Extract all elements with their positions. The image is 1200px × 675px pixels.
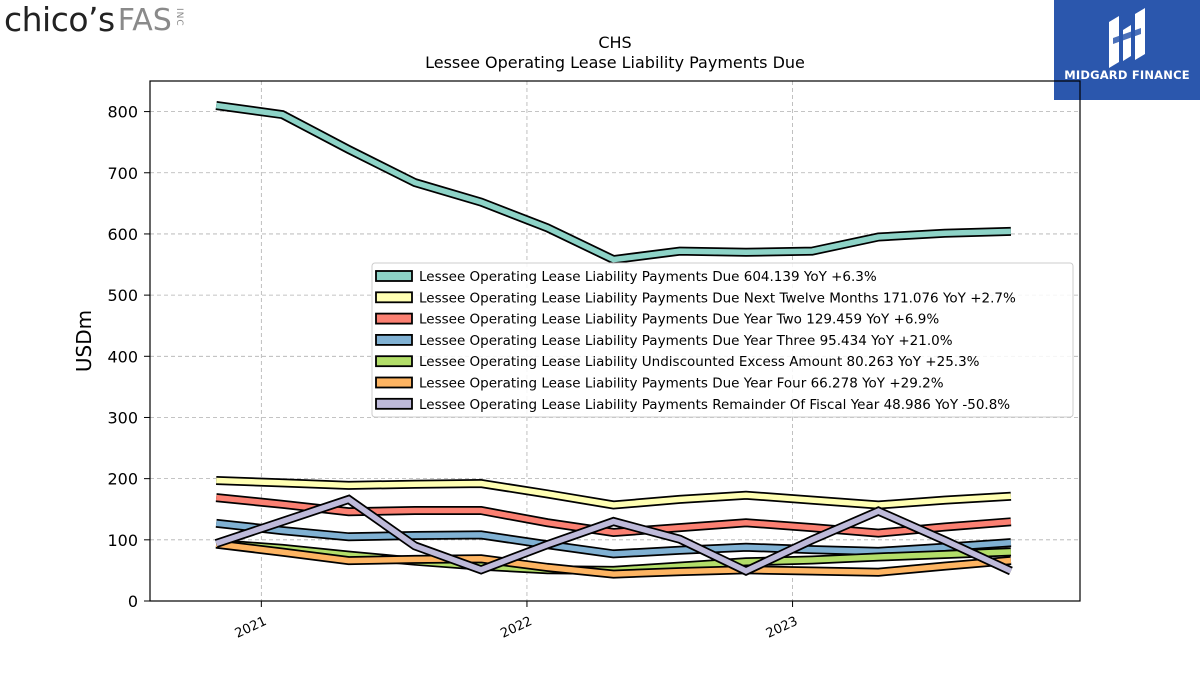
y-tick-label: 400 — [107, 347, 138, 366]
series-line — [215, 541, 1012, 577]
chart-legend: Lessee Operating Lease Liability Payment… — [371, 262, 1074, 418]
chart-subtitle: Lessee Operating Lease Liability Payment… — [425, 53, 805, 72]
y-tick-label: 100 — [107, 531, 138, 550]
x-tick-label: 2023 — [764, 614, 800, 642]
series-line — [215, 496, 1013, 575]
y-tick-label: 500 — [107, 286, 138, 305]
plot-area-frame — [149, 80, 1081, 602]
y-tick-label: 800 — [107, 103, 138, 122]
y-axis-ticks: 0 100 200 300 400 500 600 700 800 — [107, 103, 150, 611]
midgard-emblem-icon — [1109, 8, 1145, 68]
x-tick-label: 2022 — [498, 614, 534, 642]
legend-swatch — [375, 333, 413, 346]
logo-brand-text: chico’s — [4, 0, 115, 39]
legend-swatch — [375, 397, 413, 410]
legend-swatch — [375, 291, 413, 304]
y-tick-label: 600 — [107, 225, 138, 244]
y-tick-label: 300 — [107, 408, 138, 427]
y-tick-label: 0 — [128, 592, 138, 611]
midgard-finance-logo: MIDGARD FINANCE — [1054, 0, 1200, 100]
y-tick-label: 200 — [107, 470, 138, 489]
legend-label: Lessee Operating Lease Liability Payment… — [419, 269, 877, 285]
series-line — [215, 520, 1012, 557]
legend-swatch — [375, 270, 413, 282]
series-line — [215, 102, 1011, 263]
series-lines — [214, 101, 1013, 579]
legend-label: Lessee Operating Lease Liability Payment… — [419, 376, 944, 392]
x-axis-ticks: 2021 2022 2023 — [233, 601, 800, 642]
series-line — [215, 494, 1012, 536]
legend-label: Lessee Operating Lease Liability Payment… — [419, 290, 1016, 306]
logo-brand-suffix: FAS — [117, 3, 172, 38]
legend-label: Lessee Operating Lease Liability Undisco… — [419, 354, 980, 370]
legend-swatch — [375, 376, 413, 389]
y-tick-label: 700 — [107, 164, 138, 183]
legend-label: Lessee Operating Lease Liability Payment… — [419, 333, 953, 349]
midgard-finance-name: MIDGARD FINANCE — [1064, 68, 1190, 82]
x-tick-label: 2021 — [233, 614, 269, 642]
legend-label: Lessee Operating Lease Liability Payment… — [419, 397, 1010, 413]
legend-swatch — [375, 312, 413, 325]
legend-label: Lessee Operating Lease Liability Payment… — [419, 312, 939, 328]
legend-swatch — [375, 355, 413, 368]
series-line — [216, 477, 1012, 508]
legend-box — [371, 262, 1074, 418]
chicos-fas-logo: chico’s FAS INC — [4, 0, 184, 39]
chart-title: CHS — [598, 33, 631, 52]
y-axis-label: USDm — [72, 310, 96, 372]
logo-inc: INC — [173, 8, 184, 27]
